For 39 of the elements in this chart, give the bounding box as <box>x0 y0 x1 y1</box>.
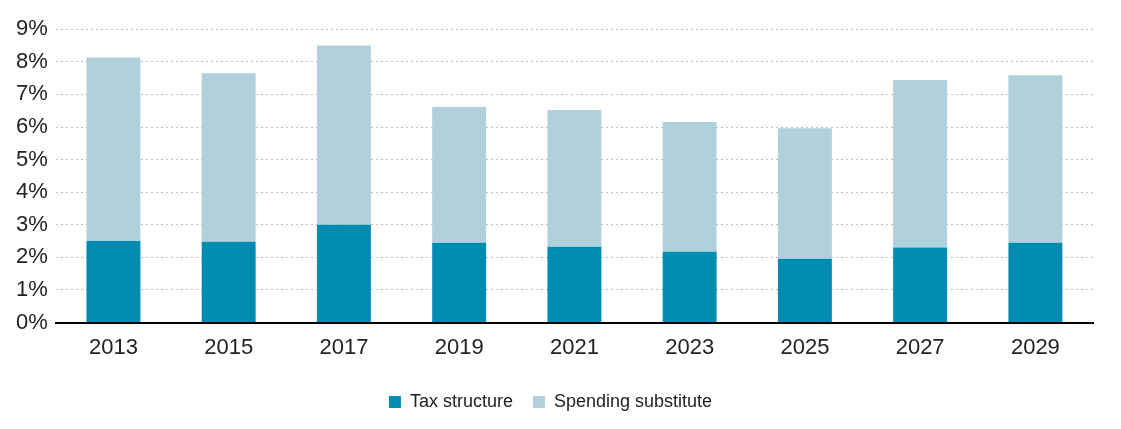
y-tick-label: 2% <box>16 243 48 269</box>
x-tick-label: 2025 <box>780 333 830 359</box>
x-tick-label: 2029 <box>1010 333 1060 359</box>
y-tick-label: 5% <box>16 145 48 171</box>
bar <box>201 241 256 323</box>
bar <box>893 247 948 323</box>
bar <box>432 242 487 323</box>
bar <box>547 110 602 247</box>
bar <box>777 258 832 323</box>
bar <box>316 224 371 323</box>
x-tick-label: 2015 <box>204 333 254 359</box>
y-tick-label: 8% <box>16 47 48 73</box>
bar <box>432 107 487 243</box>
x-tick-label: 2019 <box>434 333 484 359</box>
bar <box>1008 242 1063 323</box>
legend-label: Tax structure <box>409 390 513 411</box>
y-tick-label: 1% <box>16 276 48 302</box>
y-tick-label: 9% <box>16 15 48 41</box>
bar <box>86 57 141 242</box>
x-tick-label: 2021 <box>549 333 599 359</box>
bar <box>1008 75 1063 243</box>
x-tick-label: 2027 <box>895 333 945 359</box>
y-tick-label: 4% <box>16 178 48 204</box>
x-tick-label: 2023 <box>665 333 715 359</box>
bar <box>777 128 832 259</box>
y-tick-label: 7% <box>16 80 48 106</box>
y-tick-label: 6% <box>16 113 48 139</box>
bar <box>893 80 948 248</box>
bar <box>662 251 717 323</box>
bar <box>201 73 256 242</box>
y-tick-label: 0% <box>16 308 48 334</box>
bar <box>86 241 141 323</box>
legend-label: Spending substitute <box>553 390 713 411</box>
x-tick-label: 2013 <box>88 333 138 359</box>
bar <box>662 122 717 252</box>
y-tick-label: 3% <box>16 210 48 236</box>
bar <box>547 246 602 323</box>
x-tick-label: 2017 <box>319 333 369 359</box>
bar <box>316 45 371 225</box>
